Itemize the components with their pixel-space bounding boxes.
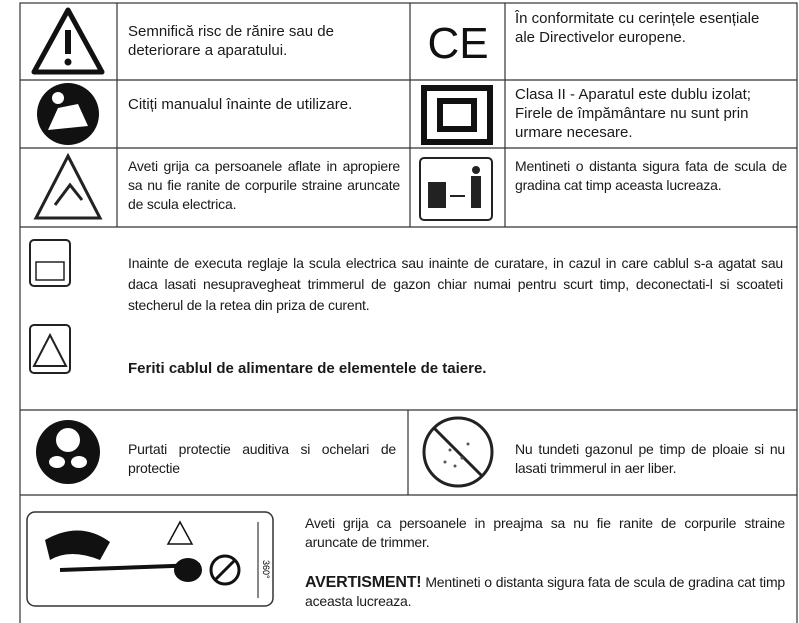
- symbol-text: Mentineti o distanta sigura fata de scul…: [515, 158, 787, 193]
- cable-bold: Feriti cablul de alimentare de elementel…: [128, 360, 487, 377]
- symbol-text: Semnifică risc de rănire sau de deterior…: [128, 23, 334, 59]
- symbol-text: În conformitate cu cerințele esențiale a…: [515, 10, 760, 46]
- protection-text: Purtati protectie auditiva si ochelari d…: [128, 441, 396, 476]
- symbol-text: Aveti grija ca persoanele aflate in apro…: [128, 158, 400, 212]
- cable-text: Inainte de executa reglaje la scula elec…: [128, 255, 783, 313]
- warning-text: Mentineti o distanta sigura fata de scul…: [305, 574, 785, 609]
- rain-text: Nu tundeti gazonul pe timp de ploaie si …: [515, 441, 785, 476]
- svg-text:CE: CE: [427, 19, 488, 68]
- warning-label: AVERTISMENT!: [305, 574, 422, 591]
- thrown-text: Aveti grija ca persoanele in preajma sa …: [305, 515, 785, 550]
- symbol-text: Citiți manualul înainte de utilizare.: [128, 96, 353, 113]
- warning-paragraph: AVERTISMENT! Mentineti o distanta sigura…: [305, 573, 785, 611]
- diagram-label: 360°: [261, 560, 271, 579]
- symbol-text: Clasa II - Aparatul este dublu izolat; F…: [515, 86, 751, 141]
